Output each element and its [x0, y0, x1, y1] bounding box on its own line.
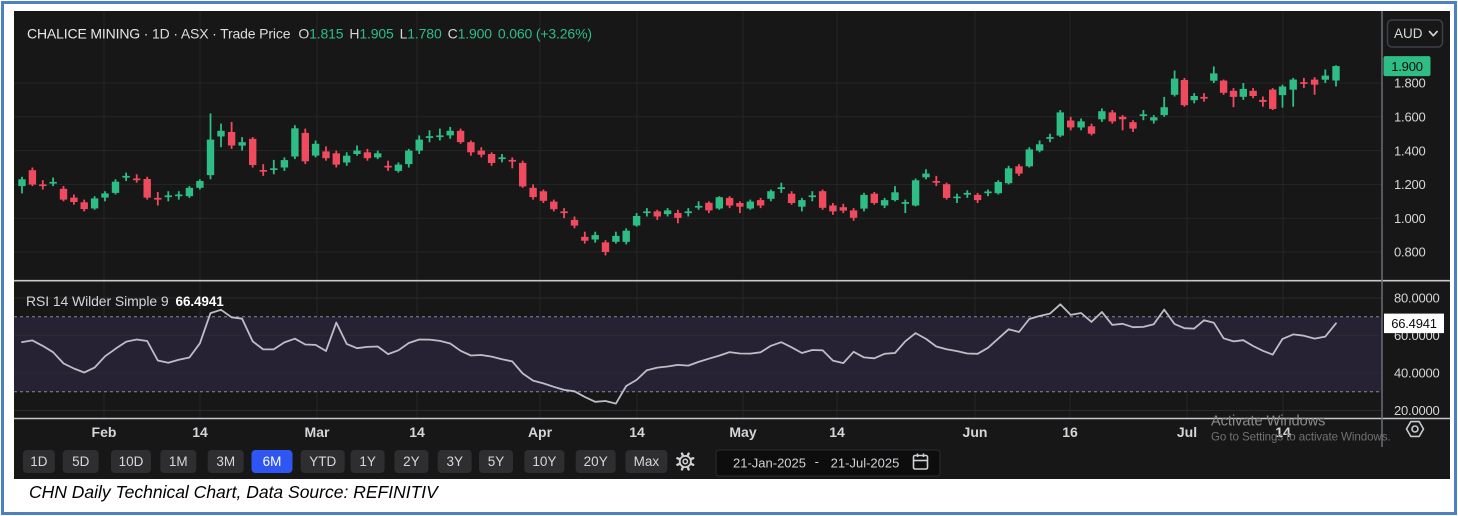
svg-text:14: 14: [192, 424, 208, 440]
svg-text:Max: Max: [634, 454, 660, 469]
svg-text:RSI 14 Wilder Simple 966.4941: RSI 14 Wilder Simple 9 66.4941: [26, 293, 224, 309]
svg-text:1Y: 1Y: [359, 454, 376, 469]
svg-text:May: May: [729, 424, 756, 440]
svg-text:14: 14: [829, 424, 845, 440]
svg-text:3M: 3M: [216, 454, 235, 469]
svg-text:40.0000: 40.0000: [1394, 366, 1440, 381]
svg-text:14: 14: [629, 424, 645, 440]
svg-text:AUD: AUD: [1394, 26, 1423, 41]
svg-text:-: -: [815, 454, 819, 469]
svg-text:14: 14: [409, 424, 425, 440]
svg-text:1.200: 1.200: [1394, 177, 1426, 192]
svg-text:1.400: 1.400: [1394, 143, 1426, 158]
svg-text:Jun: Jun: [963, 424, 988, 440]
svg-text:21-Jan-2025: 21-Jan-2025: [733, 456, 806, 471]
svg-text:YTD: YTD: [309, 454, 336, 469]
svg-text:10Y: 10Y: [532, 454, 556, 469]
svg-text:5D: 5D: [72, 454, 90, 469]
svg-text:16: 16: [1062, 424, 1078, 440]
svg-text:Activate Windows: Activate Windows: [1211, 414, 1325, 430]
svg-text:1.600: 1.600: [1394, 110, 1426, 125]
svg-text:21-Jul-2025: 21-Jul-2025: [831, 456, 900, 471]
svg-text:6M: 6M: [263, 454, 282, 469]
svg-text:0.800: 0.800: [1394, 245, 1426, 260]
svg-text:1.900: 1.900: [1391, 59, 1423, 74]
svg-text:14: 14: [1275, 424, 1291, 440]
svg-text:66.4941: 66.4941: [1391, 316, 1437, 331]
svg-text:5Y: 5Y: [488, 454, 505, 469]
svg-text:80.0000: 80.0000: [1394, 291, 1440, 306]
svg-text:10D: 10D: [119, 454, 144, 469]
svg-text:1M: 1M: [169, 454, 188, 469]
svg-text:1.800: 1.800: [1394, 76, 1426, 91]
svg-text:Apr: Apr: [528, 424, 553, 440]
svg-text:Go to Settings to activate Win: Go to Settings to activate Windows.: [1211, 431, 1391, 444]
svg-text:Mar: Mar: [305, 424, 330, 440]
svg-text:1D: 1D: [30, 454, 48, 469]
svg-text:20Y: 20Y: [584, 454, 608, 469]
svg-text:3Y: 3Y: [446, 454, 463, 469]
svg-text:CHALICE MINING · 1D · ASX · Tr: CHALICE MINING · 1D · ASX · Trade Price O…: [27, 26, 592, 42]
svg-text:2Y: 2Y: [403, 454, 420, 469]
svg-text:Jul: Jul: [1177, 424, 1197, 440]
svg-text:1.000: 1.000: [1394, 211, 1426, 226]
svg-text:Feb: Feb: [92, 424, 117, 440]
svg-text:20.0000: 20.0000: [1394, 403, 1440, 418]
